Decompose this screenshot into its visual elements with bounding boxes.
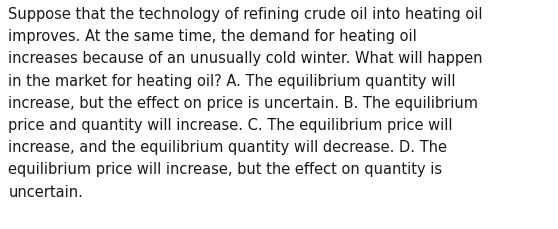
Text: Suppose that the technology of refining crude oil into heating oil
improves. At : Suppose that the technology of refining … bbox=[8, 7, 483, 199]
